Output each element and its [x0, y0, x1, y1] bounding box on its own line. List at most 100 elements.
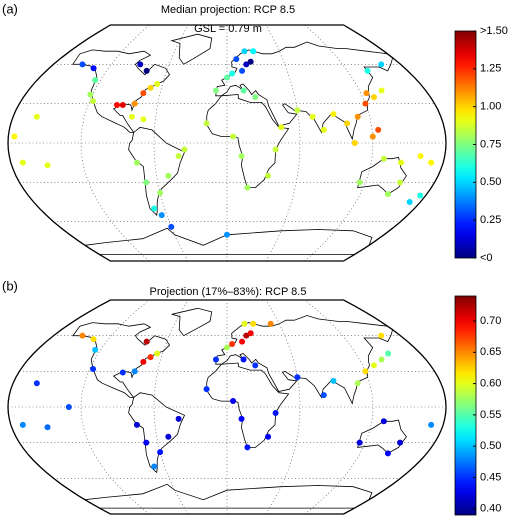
gauge-point: [370, 94, 377, 101]
gauge-point: [19, 159, 26, 166]
colorbar: [454, 30, 477, 259]
gauge-point: [265, 433, 272, 440]
gauge-point: [356, 179, 363, 186]
coastline: [171, 307, 213, 337]
gauge-point: [140, 358, 147, 365]
gauge-point: [250, 48, 257, 55]
gauge-point: [272, 409, 279, 416]
gauge-point: [143, 338, 150, 345]
gauge-point: [272, 146, 279, 153]
gauge-point: [33, 380, 40, 387]
coastline: [83, 483, 373, 509]
gauge-point: [151, 463, 158, 470]
colorbar-tick-label: 0.50: [480, 440, 501, 452]
gauge-point: [212, 356, 219, 363]
gauge-point: [364, 67, 371, 74]
gauge-point: [87, 91, 94, 98]
gauge-point: [375, 126, 382, 133]
gauge-point: [230, 398, 237, 405]
gauge-point: [224, 74, 230, 81]
gauge-point: [90, 65, 97, 72]
gauge-point: [247, 58, 254, 65]
gauge-point: [114, 101, 121, 108]
gauge-point: [151, 205, 158, 212]
gauge-point: [143, 67, 150, 74]
gauge-point: [384, 450, 391, 457]
gauge-point: [33, 113, 40, 120]
gauge-point: [44, 162, 51, 169]
gauge-point: [320, 392, 327, 399]
colorbar-tick-label: <0: [480, 252, 493, 264]
gauge-point: [143, 179, 150, 186]
gauge-point: [330, 111, 337, 118]
gauge-point: [238, 415, 245, 422]
panel-title: Projection (17%–83%): RCP 8.5: [150, 286, 307, 298]
gauge-point: [90, 365, 97, 372]
gauge-point: [19, 421, 26, 428]
gauge-point: [351, 140, 358, 146]
gauge-point: [330, 377, 337, 384]
gauge-point: [140, 90, 147, 97]
panel-label: (a): [2, 1, 18, 16]
colorbar: [454, 295, 477, 516]
gauge-point: [233, 56, 240, 63]
map: [8, 300, 446, 514]
gauge-point: [239, 67, 246, 74]
gauge-point: [168, 223, 175, 230]
gauge-point: [397, 179, 404, 186]
gauge-point: [165, 172, 172, 179]
gauge-point: [356, 439, 363, 446]
gauge-point: [243, 61, 250, 68]
colorbar-tick-label: 0.65: [480, 346, 501, 358]
coastline: [206, 94, 290, 188]
gauge-point: [203, 120, 210, 127]
colorbar-tick-label: 0.70: [480, 315, 501, 327]
gauge-point: [230, 133, 237, 140]
map: [8, 25, 446, 261]
coastline: [128, 126, 186, 216]
gauge-point: [224, 344, 230, 351]
gauge-point: [44, 424, 51, 431]
gauge-point: [131, 100, 138, 107]
gauge-point: [362, 100, 369, 107]
gauge-point: [154, 81, 161, 87]
gauge-point: [250, 320, 257, 327]
gauge-point: [229, 340, 236, 347]
gauge-point: [79, 61, 86, 68]
gauge-point: [428, 421, 435, 428]
gauge-point: [175, 153, 182, 160]
gauge-point: [241, 320, 248, 327]
gauge-point: [90, 336, 97, 343]
graticule: [304, 300, 374, 514]
gauge-point: [241, 48, 248, 55]
map-frame: [7, 24, 447, 262]
colorbar-tick-label: 0.45: [480, 471, 501, 483]
gauge-point: [397, 439, 404, 446]
gauge-point: [247, 330, 254, 337]
graticule: [80, 300, 150, 514]
gauge-point: [354, 113, 361, 120]
gauge-point: [428, 159, 435, 166]
gauge-point: [128, 113, 135, 120]
gauge-point: [243, 332, 250, 339]
gauge-point: [244, 444, 251, 451]
gauge-point: [65, 404, 72, 410]
colorbar-tick-label: 0.60: [480, 378, 501, 390]
colorbar-tick-label: 0.25: [480, 214, 501, 226]
gauge-point: [267, 320, 274, 327]
gauge-point: [165, 433, 172, 440]
coastline: [170, 33, 213, 65]
gauge-point: [320, 126, 327, 133]
gauge-point: [92, 77, 99, 84]
gauge-point: [92, 346, 99, 353]
gauge-point: [406, 199, 413, 205]
gauge-point: [384, 191, 391, 198]
gauge-point: [147, 84, 154, 91]
gauge-point: [294, 374, 301, 381]
gauge-point: [147, 354, 154, 361]
gauge-point: [240, 87, 247, 94]
gauge-point: [378, 356, 385, 363]
gauge-point: [181, 146, 188, 153]
coastline: [72, 322, 171, 398]
